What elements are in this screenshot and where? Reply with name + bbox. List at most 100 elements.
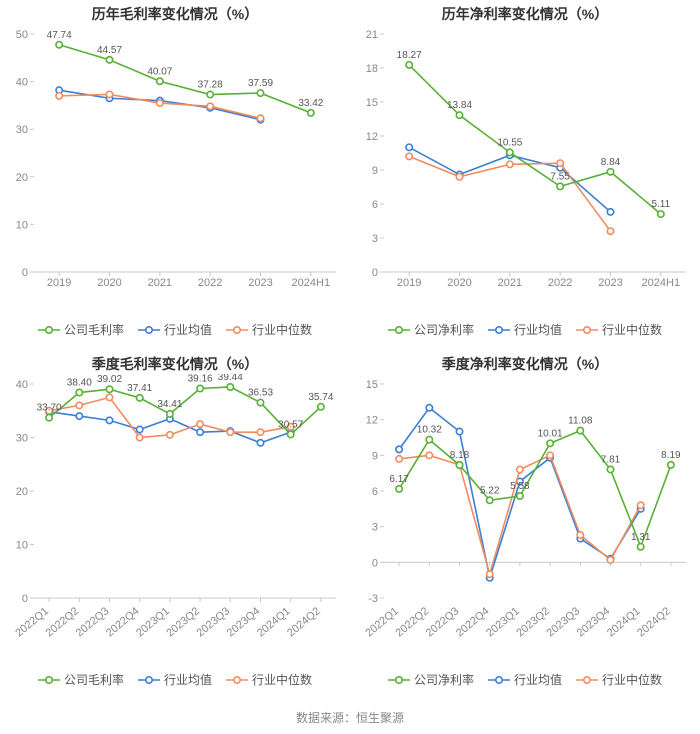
svg-text:2022: 2022 [548,277,572,289]
panel-title: 季度净利率变化情况（%） [350,354,700,374]
legend-marker-icon [388,324,410,336]
legend-marker-icon [488,674,510,686]
svg-text:3: 3 [372,522,378,534]
svg-text:2024H1: 2024H1 [642,277,681,289]
svg-text:2022Q1: 2022Q1 [363,605,401,639]
chart-svg: 0102030402022Q12022Q22022Q32022Q42023Q12… [0,374,350,644]
svg-text:0: 0 [22,593,28,605]
svg-text:6: 6 [372,486,378,498]
svg-text:37.41: 37.41 [127,383,152,394]
svg-text:12: 12 [366,131,378,143]
svg-text:39.16: 39.16 [188,374,213,384]
legend-item: 行业均值 [488,321,562,338]
chart-svg: 036912151821201920202021202220232024H118… [350,24,700,294]
chart-grid: 历年毛利率变化情况（%） 010203040502019202020212022… [0,0,700,700]
legend-item: 公司毛利率 [38,671,124,688]
legend-item: 行业均值 [138,321,212,338]
svg-text:10.55: 10.55 [497,137,522,148]
svg-text:2023Q2: 2023Q2 [514,605,552,639]
svg-text:2023Q2: 2023Q2 [164,605,202,639]
svg-text:0: 0 [372,557,378,569]
legend-item: 行业中位数 [226,321,312,338]
panel-title: 季度毛利率变化情况（%） [0,354,350,374]
legend-label: 行业中位数 [602,671,662,688]
svg-text:40.07: 40.07 [147,66,172,77]
svg-text:2024Q1: 2024Q1 [255,605,293,639]
panel-bottom-right: 季度净利率变化情况（%） -3036912152022Q12022Q22022Q… [350,350,700,700]
svg-text:18.27: 18.27 [397,50,422,61]
panel-bottom-left: 季度毛利率变化情况（%） 0102030402022Q12022Q22022Q3… [0,350,350,700]
chart-legend: 公司净利率 行业均值 行业中位数 [350,671,700,688]
svg-text:2022Q2: 2022Q2 [394,605,432,639]
svg-text:20: 20 [16,486,28,498]
svg-text:0: 0 [22,267,28,279]
svg-text:2022Q4: 2022Q4 [104,605,142,639]
chart-legend: 公司净利率行业均值行业中位数 [350,321,700,338]
legend-item: 行业中位数 [576,671,662,688]
svg-text:2020: 2020 [447,277,471,289]
svg-text:2023Q3: 2023Q3 [195,605,233,639]
svg-text:6.17: 6.17 [389,474,409,485]
chart-legend: 公司毛利率 行业均值 行业中位数 [0,671,350,688]
legend-label: 行业中位数 [252,671,312,688]
panel-top-right: 历年净利率变化情况（%） 036912151821201920202021202… [350,0,700,350]
svg-text:5.11: 5.11 [651,199,670,210]
svg-text:2019: 2019 [47,277,71,289]
legend-marker-icon [488,324,510,336]
svg-text:2022Q4: 2022Q4 [454,605,492,639]
svg-text:5.58: 5.58 [510,481,530,492]
svg-text:0: 0 [372,267,378,279]
legend-label: 公司净利率 [414,671,474,688]
svg-text:2020: 2020 [97,277,121,289]
chart-legend: 公司毛利率行业均值 行业中位数 [0,321,350,338]
svg-text:50: 50 [16,29,28,41]
svg-text:39.44: 39.44 [218,374,243,383]
svg-text:2023: 2023 [598,277,622,289]
legend-label: 行业中位数 [252,321,312,338]
svg-text:10: 10 [16,219,28,231]
svg-text:34.41: 34.41 [157,399,182,410]
legend-marker-icon [138,324,160,336]
svg-text:2022Q3: 2022Q3 [424,605,462,639]
svg-text:13.84: 13.84 [447,100,472,111]
legend-label: 公司毛利率 [64,671,124,688]
svg-text:2023Q3: 2023Q3 [545,605,583,639]
legend-label: 公司净利率 [414,321,474,338]
svg-text:2023Q1: 2023Q1 [484,605,522,639]
svg-text:10.32: 10.32 [417,425,442,436]
legend-item: 行业中位数 [576,321,662,338]
svg-text:47.74: 47.74 [47,30,72,41]
svg-text:7.55: 7.55 [550,171,570,182]
legend-label: 行业均值 [514,671,562,688]
svg-text:30: 30 [16,433,28,445]
legend-marker-icon [226,324,248,336]
legend-item: 行业均值 [138,671,212,688]
legend-label: 行业均值 [164,671,212,688]
svg-text:2023Q1: 2023Q1 [134,605,172,639]
svg-text:37.59: 37.59 [248,78,273,89]
svg-text:15: 15 [366,97,378,109]
svg-text:2021: 2021 [498,277,522,289]
svg-text:8.18: 8.18 [450,450,470,461]
legend-marker-icon [138,674,160,686]
svg-text:12: 12 [366,415,378,427]
svg-text:36.53: 36.53 [248,388,273,399]
svg-text:2022Q3: 2022Q3 [74,605,112,639]
panel-title: 历年净利率变化情况（%） [350,4,700,24]
svg-text:38.40: 38.40 [67,378,92,389]
svg-text:2022: 2022 [198,277,222,289]
svg-text:-3: -3 [368,593,378,605]
svg-text:1.31: 1.31 [631,532,651,543]
svg-text:2023Q4: 2023Q4 [575,605,613,639]
chart-svg: -3036912152022Q12022Q22022Q32022Q42023Q1… [350,374,700,644]
panel-top-left: 历年毛利率变化情况（%） 010203040502019202020212022… [0,0,350,350]
svg-text:40: 40 [16,77,28,89]
svg-text:8.84: 8.84 [601,157,621,168]
svg-text:39.02: 39.02 [97,374,122,385]
legend-label: 公司毛利率 [64,321,124,338]
svg-text:3: 3 [372,233,378,245]
chart-svg: 01020304050201920202021202220232024H147.… [0,24,350,294]
legend-marker-icon [38,674,60,686]
legend-marker-icon [226,674,248,686]
svg-text:2023Q4: 2023Q4 [225,605,263,639]
